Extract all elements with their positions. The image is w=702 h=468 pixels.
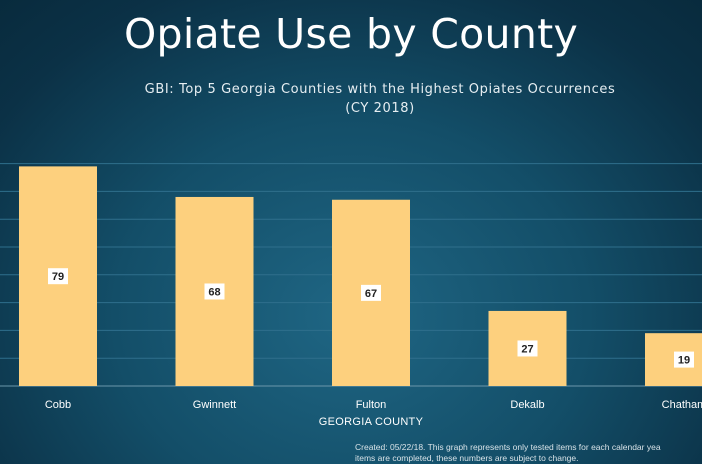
data-label-text: 19: [678, 355, 690, 367]
category-label-gwinnett: Gwinnett: [193, 399, 236, 411]
data-label-cobb: 79: [48, 268, 68, 285]
category-labels: Cobb Gwinnett Fulton Dekalb Chatham: [45, 399, 702, 411]
chart-subtitle: (CY 2018): [345, 101, 415, 116]
data-label-dekalb: 27: [517, 340, 538, 357]
data-label-chatham: 19: [674, 351, 694, 368]
data-label-fulton: 67: [361, 284, 381, 301]
category-label-fulton: Fulton: [356, 399, 387, 411]
data-label-background: [674, 351, 694, 368]
category-label-chatham: Chatham: [662, 399, 702, 411]
category-label-cobb: Cobb: [45, 399, 71, 411]
footnote-line-2: items are completed, these numbers are s…: [355, 453, 579, 463]
data-label-background: [204, 283, 225, 300]
x-axis-label: GEORGIA COUNTY: [319, 416, 424, 428]
data-label-text: 68: [208, 286, 220, 298]
chart-title: GBI: Top 5 Georgia Counties with the Hig…: [144, 82, 616, 97]
category-label-dekalb: Dekalb: [510, 399, 544, 411]
value-labels: 79 68 67 27 19: [48, 268, 694, 368]
data-label-background: [48, 268, 68, 285]
data-label-background: [517, 340, 538, 357]
data-label-gwinnett: 68: [204, 283, 225, 300]
data-label-text: 79: [52, 271, 64, 283]
bars: [19, 166, 702, 386]
data-label-background: [361, 284, 381, 301]
footnote-line-1: Created: 05/22/18. This graph represents…: [355, 442, 661, 452]
slide-title: Opiate Use by County: [123, 10, 579, 58]
data-label-text: 67: [365, 288, 377, 300]
data-label-text: 27: [521, 343, 533, 355]
